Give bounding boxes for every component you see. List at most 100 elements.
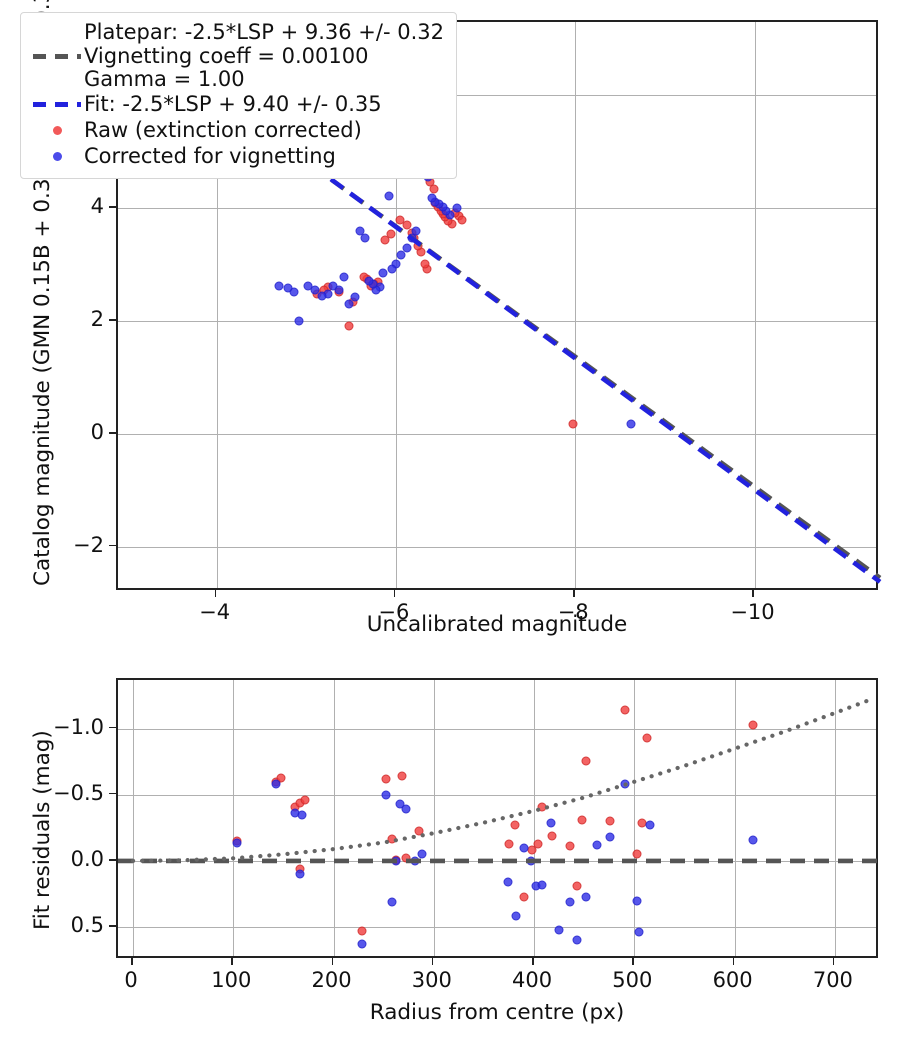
x-tick: [331, 958, 334, 965]
x-tick-label: 100: [211, 968, 252, 992]
x-tick-label: 0: [124, 968, 138, 992]
x-tick-label: 600: [712, 968, 753, 992]
data-point: [526, 856, 536, 866]
data-point: [642, 733, 652, 743]
data-point: [303, 281, 313, 291]
y-tick-label: −0.5: [53, 780, 104, 805]
data-point: [380, 235, 390, 245]
x-tick: [532, 958, 534, 965]
data-point: [537, 802, 547, 812]
data-point: [546, 818, 556, 828]
gridline-horizontal: [118, 434, 876, 435]
data-point: [297, 810, 306, 820]
data-point: [503, 877, 513, 887]
data-point: [565, 897, 575, 907]
data-point: [427, 193, 437, 203]
y-tick: [109, 924, 116, 927]
y-tick-label: 0.5: [70, 912, 104, 937]
x-tick: [131, 958, 133, 965]
x-tick: [214, 590, 217, 597]
legend-key: [30, 146, 84, 168]
data-point: [381, 790, 391, 800]
x-tick-label: 500: [612, 968, 653, 992]
grey-dashed-line-icon: [33, 53, 81, 59]
y-tick: [109, 544, 116, 547]
x-tick-label: −8: [557, 600, 589, 624]
x-tick: [632, 958, 634, 965]
gridline-horizontal: [118, 546, 876, 548]
data-point: [605, 816, 615, 826]
x-tick-label: −10: [730, 600, 775, 624]
legend-label: Raw (extinction corrected): [84, 117, 362, 143]
y-tick-label: −1.0: [53, 714, 104, 739]
legend-entry: Corrected for vignetting: [30, 144, 444, 170]
x-axis-label-bottom: Radius from centre (px): [369, 1000, 625, 1025]
data-point: [357, 926, 367, 936]
red-dot-icon: [52, 126, 62, 136]
plot-surface-bottom: [118, 680, 876, 956]
data-point: [626, 419, 636, 429]
data-point: [274, 281, 284, 291]
gridline-vertical: [333, 680, 335, 956]
gridline-vertical: [534, 680, 536, 956]
gridline-horizontal: [118, 927, 876, 928]
data-point: [572, 881, 582, 891]
data-point: [533, 839, 543, 849]
gridline-vertical: [734, 680, 736, 956]
legend-label-line: Platepar: -2.5*LSP + 9.36 +/- 0.32: [84, 20, 444, 44]
data-point: [748, 720, 758, 730]
legend-label-line: Vignetting coeff = 0.00100: [84, 43, 369, 68]
legend-key: [30, 94, 84, 116]
gridline-horizontal: [118, 794, 876, 796]
gridline-vertical: [433, 680, 435, 956]
y-tick: [109, 206, 116, 208]
y-tick: [109, 431, 116, 434]
blue-dot-icon: [52, 152, 62, 162]
y-tick-label: 2: [90, 307, 104, 332]
x-tick: [393, 590, 396, 597]
legend-label-line: Corrected for vignetting: [84, 143, 336, 168]
gridline-horizontal: [118, 728, 876, 730]
data-point: [417, 849, 427, 859]
legend-key: [30, 120, 84, 142]
legend-label-line: Raw (extinction corrected): [84, 117, 362, 142]
data-point: [519, 892, 529, 902]
data-point: [357, 939, 367, 949]
data-point: [554, 925, 564, 935]
data-point: [283, 283, 293, 293]
x-axis-label-top: Uncalibrated magnitude: [366, 612, 628, 637]
y-axis-label-bottom: Fit residuals (mag): [30, 730, 55, 930]
data-point: [381, 774, 391, 784]
data-point: [511, 911, 521, 921]
data-point: [537, 880, 547, 890]
data-point: [364, 276, 374, 285]
gridline-horizontal: [118, 860, 876, 862]
gridline-vertical: [575, 22, 577, 588]
data-point: [294, 316, 304, 326]
data-point: [355, 226, 365, 236]
x-tick: [573, 590, 575, 597]
data-point: [391, 856, 401, 866]
data-point: [592, 840, 602, 850]
data-point: [401, 853, 411, 863]
legend-label: Platepar: -2.5*LSP + 9.36 +/- 0.32 Vignet…: [84, 20, 444, 92]
y-tick: [109, 858, 116, 861]
x-tick-label: 700: [812, 968, 853, 992]
legend-box: Platepar: -2.5*LSP + 9.36 +/- 0.32 Vignet…: [20, 12, 457, 179]
data-point: [401, 804, 411, 814]
data-point: [395, 215, 405, 224]
data-point: [605, 832, 615, 842]
data-point: [568, 419, 578, 429]
x-tick-label: 200: [311, 968, 352, 992]
x-tick-label: 300: [411, 968, 452, 992]
data-point: [519, 843, 529, 853]
x-tick: [231, 958, 233, 965]
data-point: [577, 815, 587, 825]
legend-label: Fit: -2.5*LSP + 9.40 +/- 0.35: [84, 92, 382, 117]
data-point: [632, 896, 642, 906]
x-tick-label: −6: [378, 600, 410, 624]
data-point: [317, 291, 327, 301]
data-point: [407, 233, 417, 243]
data-point: [271, 779, 281, 789]
